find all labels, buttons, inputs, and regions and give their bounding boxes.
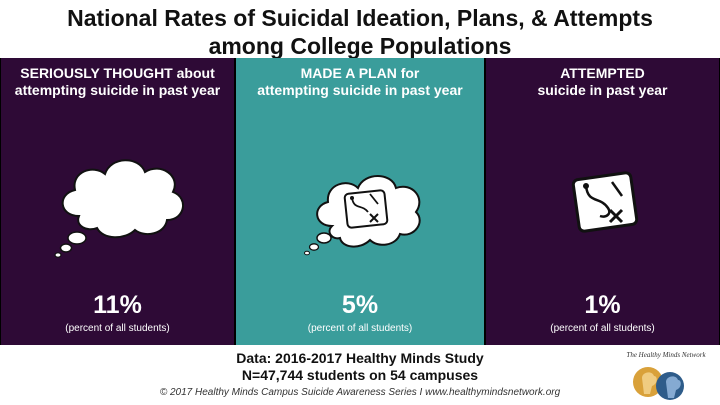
panel-note: (percent of all students) — [65, 323, 170, 334]
panel-heading: ATTEMPTED suicide in past year — [486, 65, 719, 99]
panel-attempted: ATTEMPTED suicide in past year 1% (perce… — [485, 58, 720, 345]
title-line-2: among College Populations — [208, 33, 512, 59]
logo-text: The Healthy Minds Network — [626, 351, 706, 359]
panel-thought: SERIOUSLY THOUGHT about attempting suici… — [0, 58, 235, 345]
source-line-1: Data: 2016-2017 Healthy Minds Study — [236, 350, 484, 366]
panel-note: (percent of all students) — [550, 323, 655, 334]
footer: Data: 2016-2017 Healthy Minds Study N=47… — [0, 350, 720, 400]
plan-diagram-icon — [571, 171, 639, 233]
panel-value: 11% — [93, 291, 142, 319]
panel-value: 5% — [341, 291, 379, 319]
plan-cloud-icon — [304, 175, 421, 256]
stats-panels: SERIOUSLY THOUGHT about attempting suici… — [0, 58, 720, 345]
panel-heading: SERIOUSLY THOUGHT about attempting suici… — [1, 65, 234, 99]
title-line-1: National Rates of Suicidal Ideation, Pla… — [67, 5, 653, 31]
healthy-minds-logo-icon: The Healthy Minds Network — [626, 351, 706, 400]
panel-heading-line-1: ATTEMPTED — [560, 65, 645, 81]
panel-heading-line-1: MADE A PLAN for — [300, 65, 420, 81]
panel-heading-line-2: suicide in past year — [537, 82, 668, 98]
panel-heading-line-2: attempting suicide in past year — [14, 82, 221, 98]
credit-line: © 2017 Healthy Minds Campus Suicide Awar… — [159, 387, 561, 398]
panel-plan: MADE A PLAN for attempting suicide in pa… — [235, 58, 485, 345]
source-line-2: N=47,744 students on 54 campuses — [241, 367, 479, 383]
panel-note: (percent of all students) — [307, 323, 413, 334]
panel-heading: MADE A PLAN for attempting suicide in pa… — [236, 65, 484, 99]
panel-value: 1% — [584, 291, 621, 319]
panel-heading-line-2: attempting suicide in past year — [257, 82, 463, 98]
page-title: National Rates of Suicidal Ideation, Pla… — [0, 4, 720, 60]
thought-cloud-icon — [54, 159, 184, 258]
panel-heading-line-1: SERIOUSLY THOUGHT about — [20, 65, 215, 81]
